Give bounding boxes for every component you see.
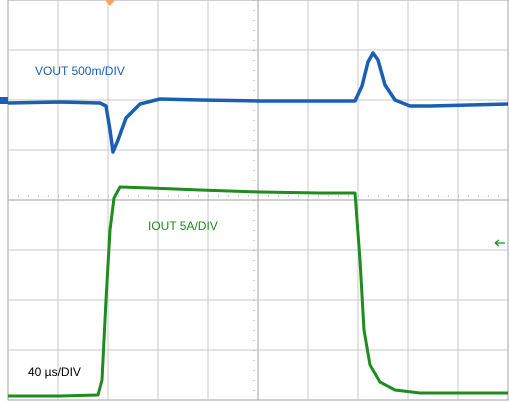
vout-trace xyxy=(7,51,509,154)
ch1-marker xyxy=(0,97,8,104)
vout-label: VOUT 500m/DIV xyxy=(35,64,125,78)
iout-label: IOUT 5A/DIV xyxy=(148,219,218,233)
iout-trace xyxy=(8,185,508,398)
grid xyxy=(8,0,508,400)
timebase-label: 40 µs/DIV xyxy=(28,365,81,379)
level-arrow xyxy=(494,239,505,247)
trigger-marker xyxy=(105,0,115,6)
